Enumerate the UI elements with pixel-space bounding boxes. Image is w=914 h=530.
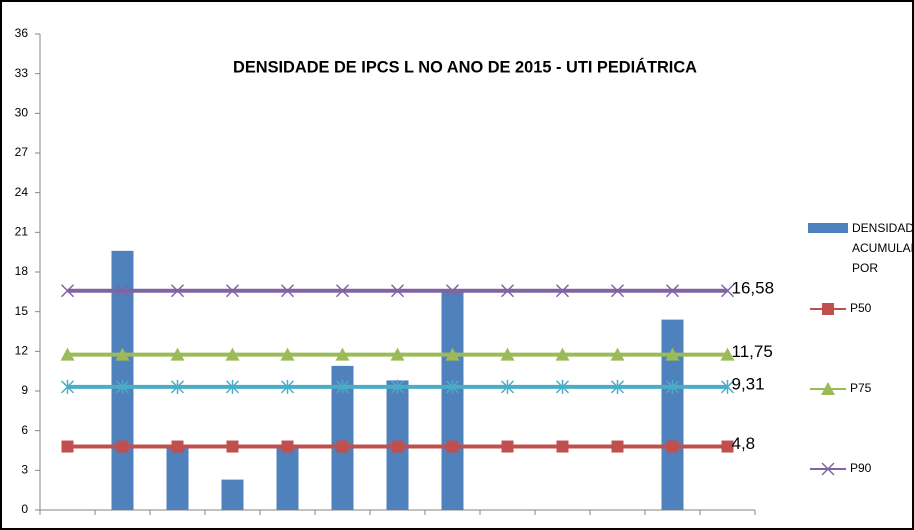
marker — [555, 379, 570, 394]
marker — [500, 284, 515, 298]
y-tick-label: 21 — [15, 225, 29, 239]
marker — [60, 379, 75, 394]
marker — [822, 303, 834, 315]
legend-label: DENSIDADE ACUMULADA POR HOSPITA — [852, 221, 914, 282]
marker — [500, 379, 515, 394]
y-tick-label: 30 — [15, 106, 29, 120]
line-series — [60, 347, 735, 361]
marker — [60, 347, 75, 361]
bar — [276, 447, 299, 510]
marker — [280, 379, 295, 394]
bar — [221, 479, 244, 510]
line-series — [60, 379, 735, 394]
y-tick-label: 18 — [15, 264, 29, 278]
legend-swatch — [808, 223, 848, 233]
legend-label: P75 — [850, 381, 872, 395]
bar — [166, 447, 189, 510]
y-tick-label: 0 — [21, 502, 28, 516]
bar — [441, 291, 464, 510]
data-label: 16,58 — [732, 278, 775, 297]
marker — [115, 379, 130, 394]
y-tick-label: 33 — [15, 66, 29, 80]
marker — [610, 284, 625, 298]
marker — [665, 284, 680, 298]
marker — [665, 347, 680, 361]
marker — [335, 284, 350, 298]
marker — [611, 440, 624, 453]
marker — [335, 379, 350, 394]
marker — [445, 379, 460, 394]
marker — [225, 284, 240, 298]
legend-label: P50 — [850, 301, 872, 315]
bar — [661, 319, 684, 510]
marker — [225, 347, 240, 361]
marker — [336, 440, 349, 453]
marker — [225, 379, 240, 394]
marker — [555, 347, 570, 361]
chart-title: DENSIDADE DE IPCS L NO ANO DE 2015 - UTI… — [233, 57, 697, 76]
marker — [821, 462, 835, 476]
y-tick-label: 36 — [15, 26, 29, 40]
legend-label-box: DENSIDADE ACUMULADA POR HOSPITA — [852, 221, 914, 282]
marker — [721, 440, 734, 453]
marker — [335, 347, 350, 361]
marker — [720, 284, 735, 298]
marker — [445, 347, 460, 361]
line-series — [60, 284, 735, 298]
marker — [821, 382, 835, 395]
marker — [170, 379, 185, 394]
marker — [556, 440, 569, 453]
marker — [170, 284, 185, 298]
marker — [391, 440, 404, 453]
marker — [666, 440, 679, 453]
marker — [610, 379, 625, 394]
marker — [171, 440, 184, 453]
marker — [226, 440, 239, 453]
marker — [446, 440, 459, 453]
marker — [280, 347, 295, 361]
y-tick-label: 9 — [21, 383, 28, 397]
marker — [116, 440, 129, 453]
marker — [281, 440, 294, 453]
marker — [280, 284, 295, 298]
data-label: 4,8 — [732, 434, 756, 453]
marker — [60, 284, 75, 298]
line-series — [61, 440, 734, 453]
marker — [170, 347, 185, 361]
marker — [500, 347, 515, 361]
marker — [720, 347, 735, 361]
marker — [720, 379, 735, 394]
marker — [610, 347, 625, 361]
marker — [555, 284, 570, 298]
marker — [390, 347, 405, 361]
y-tick-label: 3 — [21, 463, 28, 477]
bar — [331, 365, 354, 510]
marker — [445, 284, 460, 298]
y-tick-label: 15 — [15, 304, 29, 318]
y-tick-label: 27 — [15, 145, 29, 159]
y-tick-label: 12 — [15, 344, 29, 358]
marker — [501, 440, 514, 453]
marker — [665, 379, 680, 394]
marker — [390, 284, 405, 298]
legend-label: P90 — [850, 461, 872, 475]
marker — [390, 379, 405, 394]
data-label: 9,31 — [732, 374, 765, 393]
y-tick-label: 24 — [15, 185, 29, 199]
y-tick-label: 6 — [21, 423, 28, 437]
data-label: 11,75 — [732, 342, 773, 361]
marker — [115, 347, 130, 361]
marker — [115, 284, 130, 298]
marker — [61, 440, 74, 453]
